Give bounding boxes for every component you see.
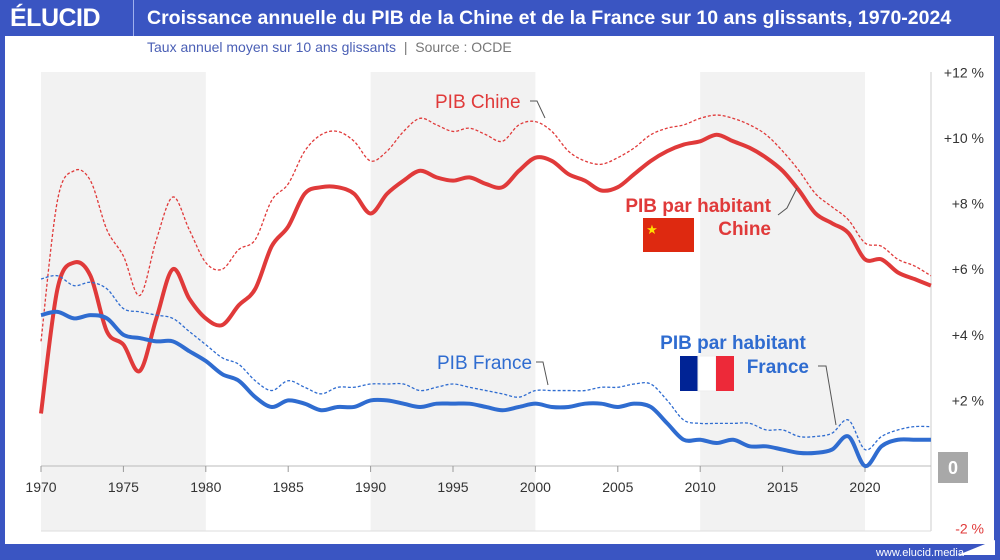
chart-title: Croissance annuelle du PIB de la Chine e… [147, 7, 952, 29]
x-tick-label: 1995 [437, 479, 468, 495]
shaded-band [370, 72, 536, 531]
series-line-pib-france [40, 274, 931, 451]
x-tick-label: 2015 [767, 479, 798, 495]
x-tick-label: 2010 [685, 479, 716, 495]
shaded-band [700, 72, 865, 531]
annotation-china-pc: Chine [718, 219, 771, 240]
x-tick-label: 2005 [602, 479, 633, 495]
france-flag-red [716, 356, 734, 391]
leader-line [530, 100, 546, 119]
annotation-france-pc: PIB par habitant [660, 333, 806, 354]
series-line-pib-par-habitant-chine [39, 132, 932, 414]
y-tick-label: +12 % [944, 64, 984, 80]
y-tick-label: +4 % [952, 327, 984, 343]
annotation-china-pc: PIB par habitant [625, 196, 771, 217]
x-tick-label: 1985 [273, 479, 304, 495]
subtitle-separator: | [403, 39, 408, 55]
y-tick-label: +10 % [944, 130, 984, 146]
y-tick-label: 0 [948, 458, 958, 478]
leader-line [536, 361, 549, 386]
x-tick-label: 2000 [520, 479, 551, 495]
footer-logo-mark [958, 540, 995, 555]
source: Source : OCDE [415, 39, 512, 55]
y-tick-label: +6 % [952, 261, 984, 277]
x-tick-label: 1990 [355, 479, 386, 495]
france-flag-icon [680, 356, 698, 391]
x-tick-label: 1975 [108, 479, 139, 495]
x-tick-label: 1970 [25, 479, 56, 495]
y-tick-label: +8 % [952, 196, 984, 212]
series-line-pib-par-habitant-france [40, 309, 931, 468]
header: ÉLUCID Croissance annuelle du PIB de la … [0, 0, 1000, 36]
x-tick-label: 2020 [849, 479, 880, 495]
logo: ÉLUCID [10, 4, 101, 32]
zero-box [938, 452, 968, 483]
france-flag-white [697, 355, 717, 392]
subtitle: Taux annuel moyen sur 10 ans glissants |… [147, 39, 512, 55]
y-tick-label: +2 % [952, 392, 984, 408]
annotation-pib-france: PIB France [437, 353, 532, 374]
china-flag-icon [643, 218, 694, 252]
y-tick-label: -2 % [955, 521, 984, 537]
leader-line [818, 365, 837, 426]
china-flag-star: ★ [646, 222, 658, 237]
leader-line [777, 187, 798, 216]
subtitle-text: Taux annuel moyen sur 10 ans glissants [147, 39, 397, 55]
shaded-band [41, 72, 206, 531]
header-divider [133, 0, 134, 36]
annotation-france-pc: France [747, 357, 809, 378]
footer-url[interactable]: www.elucid.media [875, 547, 964, 559]
x-tick-label: 1980 [190, 479, 221, 495]
annotation-pib-chine: PIB Chine [435, 92, 521, 113]
series-line-pib-chine [40, 114, 932, 342]
